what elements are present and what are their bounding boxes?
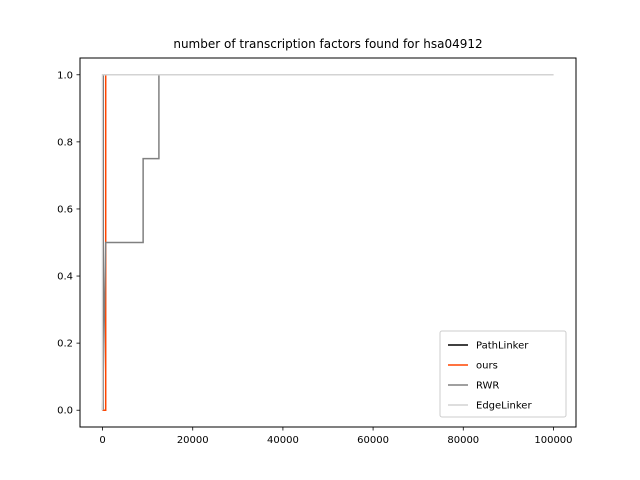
y-axis: 0.0 0.2 0.4 0.6 0.8 1.0	[57, 70, 80, 417]
plot-frame	[79, 57, 577, 428]
x-tick-label: 20000	[177, 435, 209, 446]
legend: PathLinker ours RWR EdgeLinker	[439, 330, 567, 418]
legend-label: PathLinker	[476, 341, 529, 352]
x-tick-label: 0	[99, 435, 105, 446]
legend-label: ours	[476, 361, 498, 372]
x-tick-label: 100000	[534, 435, 572, 446]
y-tick-label: 0.8	[57, 137, 73, 148]
y-tick-label: 0.6	[57, 204, 73, 215]
legend-box	[439, 330, 567, 418]
x-tick-label: 40000	[267, 435, 299, 446]
y-tick-label: 0.2	[57, 339, 73, 350]
legend-label: RWR	[476, 381, 499, 392]
chart-title: number of transcription factors found fo…	[173, 37, 482, 51]
y-tick-label: 0.0	[57, 406, 73, 417]
x-tick-label: 80000	[447, 435, 479, 446]
legend-label: EdgeLinker	[476, 401, 532, 412]
series-layer	[101, 74, 554, 411]
series-line-edgelinker	[101, 74, 554, 411]
y-tick-label: 1.0	[57, 70, 73, 81]
y-tick-label: 0.4	[57, 272, 73, 283]
x-axis: 0 20000 40000 60000 80000 100000	[99, 427, 573, 446]
x-tick-label: 60000	[357, 435, 389, 446]
